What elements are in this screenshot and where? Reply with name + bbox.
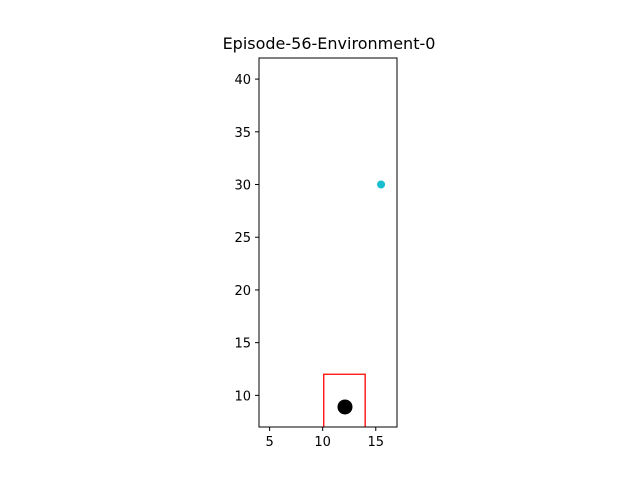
plot-frame (258, 57, 398, 428)
y-tick-label: 40 (234, 73, 251, 88)
y-tick-label: 35 (234, 126, 251, 141)
x-axis: 5 10 15 (265, 427, 384, 450)
y-tick-label: 15 (234, 337, 251, 352)
y-axis: 10 15 20 25 30 35 40 (234, 73, 259, 404)
x-tick-label: 5 (265, 435, 273, 450)
y-tick-label: 20 (234, 284, 251, 299)
data-point (377, 180, 386, 189)
data-point (337, 399, 353, 415)
y-tick-label: 30 (234, 179, 251, 194)
x-tick-label: 10 (314, 435, 331, 450)
x-tick-label: 15 (367, 435, 384, 450)
y-tick-label: 25 (234, 231, 251, 246)
y-tick-label: 10 (234, 389, 251, 404)
plot-marks (323, 180, 386, 427)
chart-title: Episode-56-Environment-0 (223, 34, 436, 53)
target-rectangle (323, 373, 366, 427)
